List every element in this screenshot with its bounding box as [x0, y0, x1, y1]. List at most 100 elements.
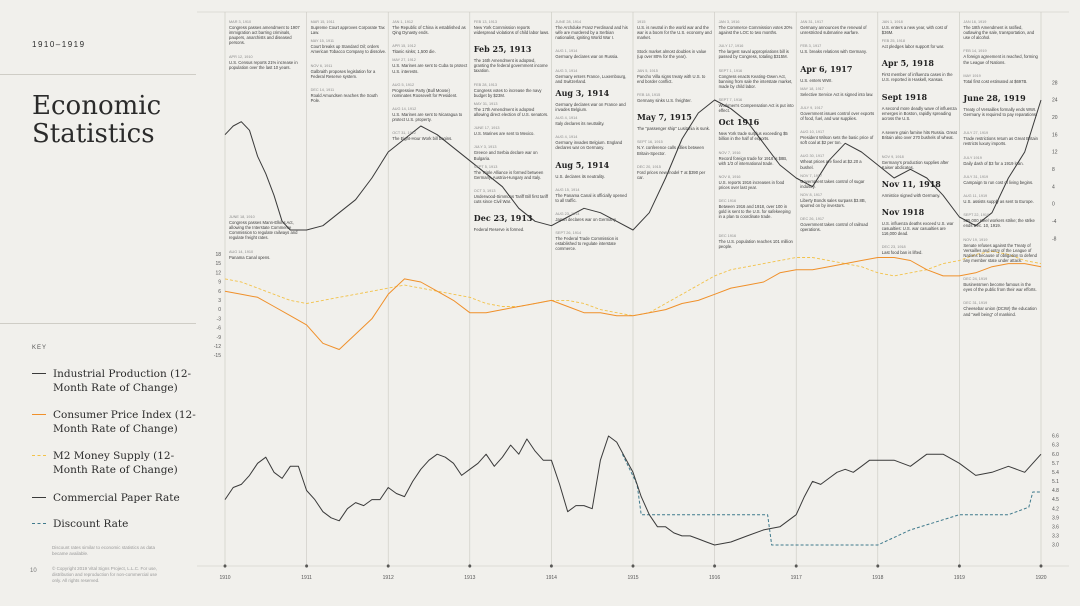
- left-axis-tick-label: -3: [217, 316, 222, 322]
- annotation-text: Businessmen become famous in the eyes of…: [963, 282, 1037, 293]
- annotation-date: NOV 7, 1917: [800, 173, 823, 178]
- annotation-entry: Treaty of Versailles formally ends WWI. …: [963, 107, 1039, 117]
- right-axis-tick-label: 8: [1052, 167, 1055, 173]
- annotation-date: AUG 10, 1917: [800, 130, 825, 135]
- right-axis-tick-label: 20: [1052, 115, 1058, 121]
- annotation-headline: Dec 23, 1913: [473, 213, 533, 224]
- annotation-headline: Aug 5, 1914: [555, 159, 610, 170]
- annotation-headline: June 28, 1919: [963, 92, 1026, 103]
- annotation-date: AUG 23, 1914: [555, 212, 580, 216]
- annotation-text: 485,000 steel workers strike; the strike…: [963, 218, 1035, 229]
- annotation-text: Congress passes Mann-Elkins Act, allowin…: [229, 220, 298, 241]
- annotation-entry: NOV 19, 1919 Senate refuses against the T…: [963, 238, 1039, 263]
- annotation-date: FEB 18, 1915: [637, 93, 661, 97]
- annotation-entry: May 7, 1915: [637, 112, 713, 122]
- annotation-text: Congress passes amendment to 1907 immigr…: [229, 25, 300, 46]
- annotation-date: JUNE 18, 1910: [229, 215, 255, 219]
- line-swatch: [32, 414, 46, 415]
- annotation-text: Armistice signed with Germany.: [881, 192, 941, 198]
- lower-axis-tick-label: 4.8: [1052, 488, 1059, 494]
- annotation-entry: DEC 20, 1915 Ford prices new model T at $…: [637, 165, 713, 180]
- annotation-text: U.S. is neutral in the world war and the…: [637, 25, 712, 41]
- annotation-entry: JULY 31, 1919 Campaign to run cost of liv…: [963, 175, 1039, 185]
- annotation-entry: JAN 3, 1916 The Commerce Commission votes…: [719, 20, 795, 35]
- annotation-date: AUG 5, 1912: [392, 82, 415, 87]
- annotation-date: AUG 11, 1919: [963, 194, 988, 198]
- annotation-headline: Oct 1916: [718, 117, 760, 128]
- annotation-text: Germany invades Belgium. England declare…: [555, 140, 623, 151]
- annotation-text: New York trade surplus exceeding $5 bill…: [718, 131, 788, 142]
- annotation-entry: AUG 10, 1917 President Wilson sets the ba…: [800, 130, 876, 145]
- annotation-entry: AUG 14, 1912 U.S. Marines are sent to Nic…: [392, 107, 468, 122]
- annotation-entry: NOV 7, 1916 Record foreign trade for 1916…: [719, 151, 795, 166]
- annotation-entry: 1915 U.S. is neutral in the world war and…: [637, 20, 713, 40]
- annotation-entry: JAN 16, 1919 The 18th Amendment is ratifi…: [963, 20, 1039, 40]
- annotation-date: DEC 26, 1917: [800, 217, 825, 222]
- annotation-text: Campaign to run cost of living begins.: [963, 179, 1034, 185]
- annotation-date: OCT 31, 1912: [392, 131, 416, 136]
- annotation-text: U.S. influenza deaths exceed U.S. war ca…: [881, 221, 954, 237]
- annotation-text: The Eight-Hour Work bill begins.: [392, 136, 453, 142]
- annotation-text: Federal Reserve is formed.: [473, 227, 525, 233]
- x-tick-label: 1919: [954, 575, 965, 581]
- annotation-date: SEPT 16, 1915: [637, 140, 663, 145]
- annotation-entry: JULY 27, 1919 Trade restrictions return a…: [963, 131, 1039, 146]
- annotation-date: JULY 27, 1919: [963, 131, 989, 136]
- key-label-text: M2 Money Supply (12-Month Rate of Change…: [53, 450, 178, 476]
- annotation-text: Germany announces the renewal of unrestr…: [800, 25, 867, 36]
- annotation-entry: Nov 11, 1918: [882, 179, 958, 189]
- annotation-text: Germany sinks U.S. freighter.: [637, 98, 692, 104]
- annotation-entry: U.S. enters WWI.: [800, 78, 876, 83]
- annotation-text: Stock market almost doubles in value (up…: [637, 49, 707, 60]
- annotation-entry: The "passenger ship" Lusitania is sunk.: [637, 126, 713, 131]
- annotation-date: DEC 20, 1915: [637, 164, 661, 169]
- annotation-entry: AUG 1, 1914 Germany declares war on Russi…: [555, 49, 631, 59]
- key-label-text: Discount Rate: [53, 518, 129, 530]
- annotation-text: Titanic sinks; 1,500 die.: [392, 49, 436, 55]
- annotation-entry: June 28, 1919: [963, 93, 1039, 103]
- annotation-headline: Feb 25, 1913: [473, 44, 532, 55]
- divider: [0, 323, 196, 324]
- annotation-entry: JUNE 28, 1914 The Archduke Franz Ferdinan…: [555, 20, 631, 40]
- annotation-text: Government takes control of railroad ope…: [800, 222, 868, 233]
- series-line-ip: [224, 99, 1042, 231]
- line-swatch: [32, 455, 46, 456]
- copyright-text: © Copyright 2019 Vital Signs Project, L.…: [52, 566, 158, 583]
- annotation-date: AUG 4, 1914: [555, 135, 578, 140]
- annotation-date: JULY 9, 1917: [800, 105, 823, 110]
- x-tick-label: 1918: [872, 575, 883, 581]
- annotation-date: FEB 3, 1917: [800, 44, 822, 49]
- annotation-entry: AUG 30, 1917 Wheat prices are fixed at $2…: [800, 154, 876, 169]
- left-axis-tick-label: 9: [218, 280, 221, 286]
- left-axis-tick-label: -9: [217, 335, 222, 341]
- annotation-entry: MAY 15, 1911 Court breaks up Standard Oil…: [311, 39, 387, 54]
- series-line-cp: [224, 435, 1042, 546]
- annotation-text: New York Commission reports widespread v…: [473, 25, 550, 36]
- annotation-entry: DEC 24, 1919 Businessmen become famous in…: [963, 277, 1039, 292]
- annotation-text: Between 1916 and 1918, over 100 in gold …: [718, 204, 791, 220]
- annotation-entry: AUG 4, 1914 Italy declares its neutrality…: [555, 116, 631, 126]
- left-axis-tick-label: 3: [218, 298, 221, 304]
- annotation-text: Germany enters France, Luxembourg, and S…: [555, 73, 627, 84]
- annotation-text: U.S. Marines are sent to Cuba to protect…: [392, 63, 468, 74]
- annotation-date: AUG 4, 1914: [555, 116, 578, 120]
- annotation-headline: Apr 6, 1917: [800, 63, 853, 74]
- annotation-entry: Dec 23, 1913: [474, 213, 550, 223]
- annotation-entry: JULY 1919 Daily dash of $3 for a 1919 loa…: [963, 156, 1039, 166]
- annotation-entry: JAN 1, 1918 U.S. enters a new year, with …: [882, 20, 958, 35]
- annotation-entry: New York trade surplus exceeding $5 bill…: [719, 131, 795, 141]
- annotation-entry: A second more deadly wave of influenza e…: [882, 106, 958, 121]
- annotation-entry: MAR 15, 1911 Supreme Court approves Corpo…: [311, 20, 387, 35]
- annotation-text: Act pledges labor support for war.: [881, 44, 945, 50]
- left-axis-tick-label: -12: [214, 344, 221, 350]
- x-tick-label: 1912: [383, 575, 394, 581]
- annotation-date: JULY 3, 1913: [473, 145, 497, 150]
- annotation-entry: APR 12, 1910 U.S. Census reports 21% incr…: [229, 55, 305, 70]
- annotation-date: MAY 31, 1913: [473, 101, 498, 106]
- annotation-date: MAY 15, 1911: [310, 39, 335, 44]
- annotation-entry: Feb 25, 1913: [474, 44, 550, 54]
- annotation-headline: Apr 5, 1918: [881, 58, 934, 69]
- left-axis-tick-label: -6: [217, 326, 222, 332]
- lower-axis-tick-label: 4.2: [1052, 506, 1059, 512]
